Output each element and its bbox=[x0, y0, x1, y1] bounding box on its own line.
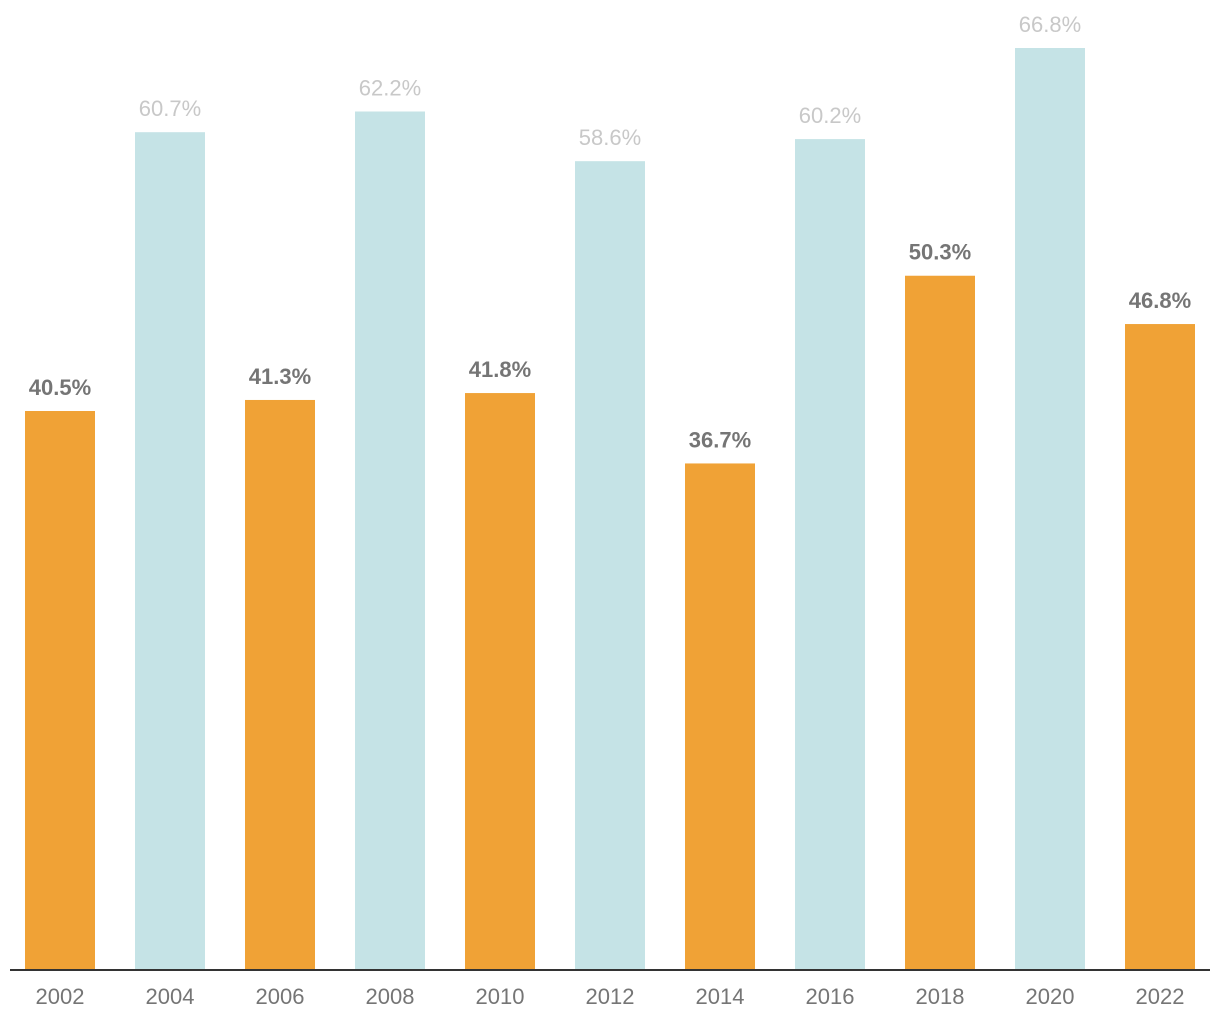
x-tick-label-2014: 2014 bbox=[696, 984, 745, 1009]
data-label-2016: 60.2% bbox=[799, 103, 861, 128]
x-tick-label-2016: 2016 bbox=[806, 984, 855, 1009]
bar-2008 bbox=[355, 111, 425, 970]
bar-2006 bbox=[245, 399, 315, 971]
data-label-2004: 60.7% bbox=[139, 96, 201, 121]
data-label-2014: 36.7% bbox=[689, 427, 751, 452]
data-label-2008: 62.2% bbox=[359, 75, 421, 100]
x-tick-label-2012: 2012 bbox=[586, 984, 635, 1009]
data-label-2018: 50.3% bbox=[909, 240, 971, 265]
data-label-2020: 66.8% bbox=[1019, 12, 1081, 37]
x-tick-label-2006: 2006 bbox=[256, 984, 305, 1009]
x-tick-label-2004: 2004 bbox=[146, 984, 195, 1009]
bar-2012 bbox=[575, 161, 645, 971]
bar-2004 bbox=[135, 132, 205, 971]
data-label-2010: 41.8% bbox=[469, 357, 531, 382]
data-label-2012: 58.6% bbox=[579, 125, 641, 150]
data-label-2002: 40.5% bbox=[29, 375, 91, 400]
data-label-2022: 46.8% bbox=[1129, 288, 1191, 313]
bar-2022 bbox=[1125, 324, 1195, 970]
bar-2010 bbox=[465, 393, 535, 970]
bars-group bbox=[25, 48, 1195, 971]
value-labels-group: 40.5% 60.7% 41.3% 62.2% 41.8% 58.6% 36.7% 60.2%… bbox=[29, 12, 1191, 452]
bar-2016 bbox=[795, 139, 865, 970]
x-tick-label-2002: 2002 bbox=[36, 984, 85, 1009]
x-tick-label-2008: 2008 bbox=[366, 984, 415, 1009]
bar-2014 bbox=[685, 463, 755, 970]
x-tick-label-2018: 2018 bbox=[916, 984, 965, 1009]
x-tick-label-2020: 2020 bbox=[1026, 984, 1075, 1009]
bar-2020 bbox=[1015, 48, 1085, 970]
bar-2002 bbox=[25, 411, 95, 970]
data-label-2006: 41.3% bbox=[249, 364, 311, 389]
x-tick-label-2010: 2010 bbox=[476, 984, 525, 1009]
x-tick-label-2022: 2022 bbox=[1136, 984, 1185, 1009]
bar-2018 bbox=[905, 275, 975, 971]
x-tick-labels-group: 2002 2004 2006 2008 2010 2012 2014 2016 2018 2020… bbox=[36, 984, 1185, 1009]
